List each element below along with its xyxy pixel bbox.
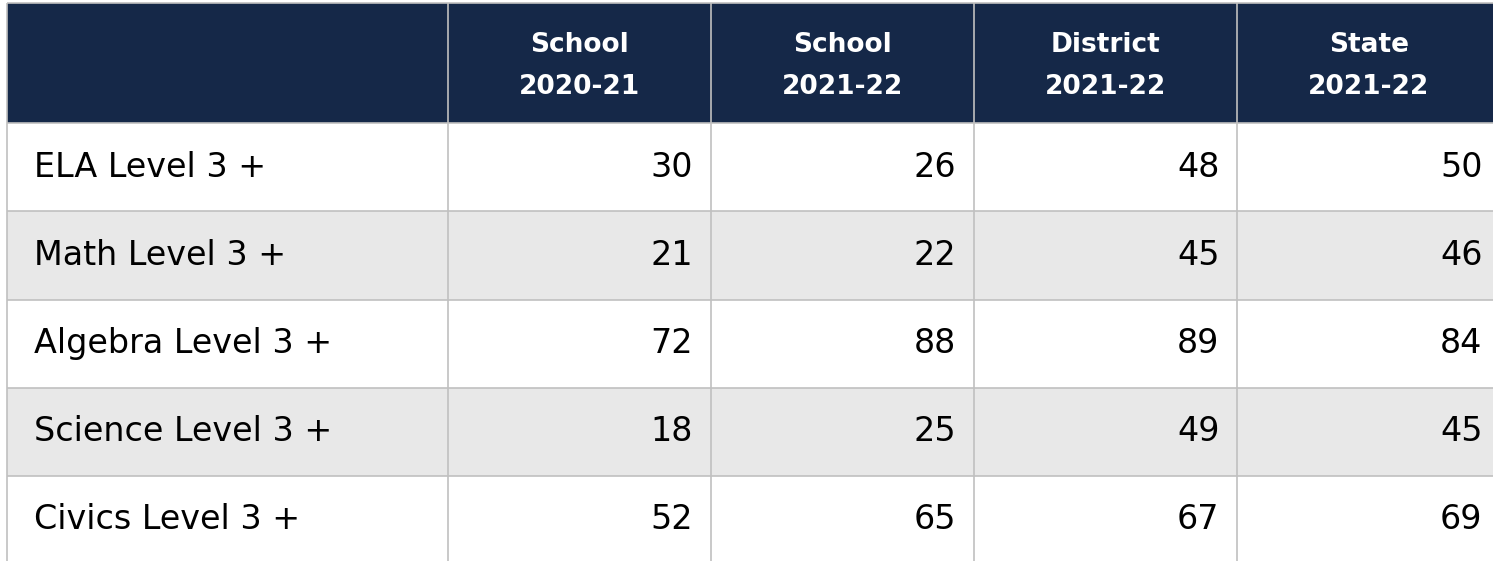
Bar xyxy=(973,211,1238,300)
Text: Civics Level 3 +: Civics Level 3 + xyxy=(34,503,300,536)
Bar xyxy=(7,388,448,476)
Text: 49: 49 xyxy=(1176,415,1220,448)
Bar xyxy=(448,388,711,476)
Bar xyxy=(711,123,973,211)
Text: 48: 48 xyxy=(1176,151,1220,184)
Text: 52: 52 xyxy=(651,503,693,536)
Text: 65: 65 xyxy=(914,503,956,536)
Bar xyxy=(1238,3,1493,123)
Text: Algebra Level 3 +: Algebra Level 3 + xyxy=(34,327,333,360)
Text: 72: 72 xyxy=(651,327,693,360)
Text: School: School xyxy=(793,32,891,58)
Bar xyxy=(711,3,973,123)
Bar xyxy=(1238,300,1493,388)
Bar xyxy=(973,123,1238,211)
Text: 2020-21: 2020-21 xyxy=(520,73,640,100)
Text: 18: 18 xyxy=(651,415,693,448)
Text: 45: 45 xyxy=(1176,239,1220,272)
Bar xyxy=(711,476,973,561)
Bar xyxy=(7,123,448,211)
Bar xyxy=(973,300,1238,388)
Bar xyxy=(448,300,711,388)
Bar xyxy=(7,300,448,388)
Bar xyxy=(1238,476,1493,561)
Bar xyxy=(448,123,711,211)
Bar xyxy=(1238,123,1493,211)
Bar xyxy=(448,476,711,561)
Text: 45: 45 xyxy=(1441,415,1483,448)
Text: 46: 46 xyxy=(1441,239,1483,272)
Text: 22: 22 xyxy=(914,239,956,272)
Text: 30: 30 xyxy=(651,151,693,184)
Text: 50: 50 xyxy=(1441,151,1483,184)
Text: 69: 69 xyxy=(1441,503,1483,536)
Text: 2021-22: 2021-22 xyxy=(782,73,903,100)
Bar xyxy=(973,476,1238,561)
Bar xyxy=(973,3,1238,123)
Bar xyxy=(7,211,448,300)
Text: School: School xyxy=(530,32,629,58)
Text: 84: 84 xyxy=(1441,327,1483,360)
Bar xyxy=(7,3,448,123)
Text: 67: 67 xyxy=(1176,503,1220,536)
Text: 2021-22: 2021-22 xyxy=(1308,73,1429,100)
Text: ELA Level 3 +: ELA Level 3 + xyxy=(34,151,266,184)
Bar xyxy=(7,476,448,561)
Bar xyxy=(448,3,711,123)
Text: District: District xyxy=(1051,32,1160,58)
Text: 21: 21 xyxy=(651,239,693,272)
Bar xyxy=(1238,211,1493,300)
Bar xyxy=(1238,388,1493,476)
Text: State: State xyxy=(1329,32,1409,58)
Text: 25: 25 xyxy=(914,415,956,448)
Bar xyxy=(973,388,1238,476)
Text: 88: 88 xyxy=(914,327,956,360)
Text: 2021-22: 2021-22 xyxy=(1045,73,1166,100)
Text: 26: 26 xyxy=(914,151,956,184)
Text: Science Level 3 +: Science Level 3 + xyxy=(34,415,333,448)
Text: 89: 89 xyxy=(1176,327,1220,360)
Text: Math Level 3 +: Math Level 3 + xyxy=(34,239,287,272)
Bar xyxy=(711,211,973,300)
Bar xyxy=(711,388,973,476)
Bar xyxy=(448,211,711,300)
Bar xyxy=(711,300,973,388)
